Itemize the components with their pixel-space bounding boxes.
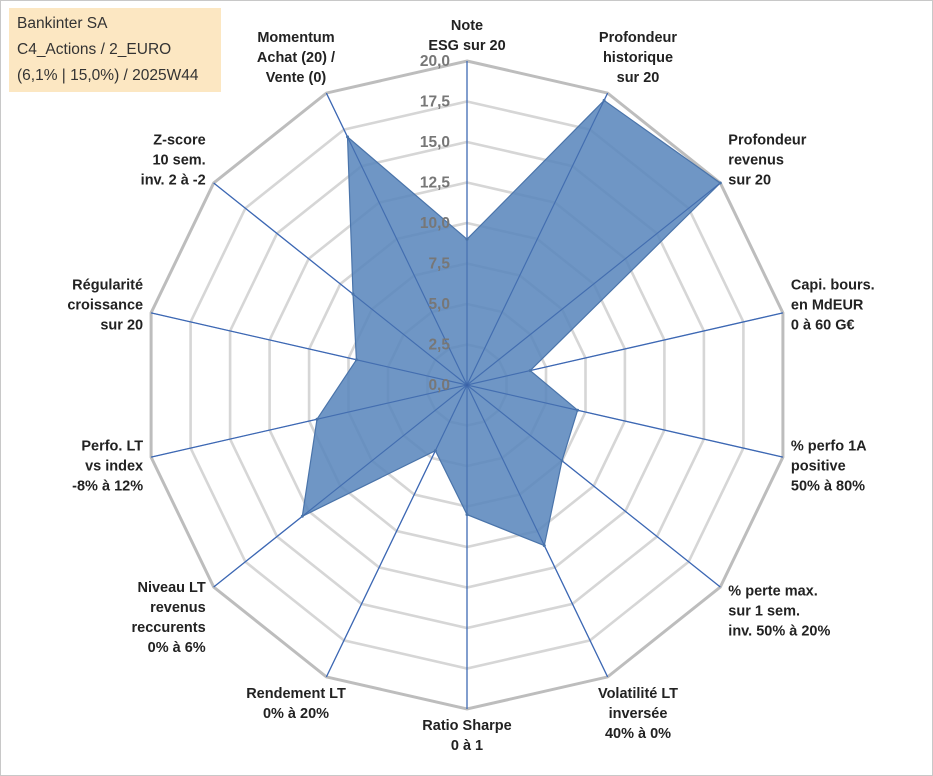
axis-label-line: revenus	[150, 600, 206, 616]
axis-line-overlay	[466, 312, 784, 386]
axis-label: Capi. bours. en MdEUR 0 à 60 G€	[791, 277, 875, 333]
axis-label-line: 0% à 6%	[148, 640, 206, 656]
axis-label: Régularité croissance sur 20	[67, 277, 143, 333]
data-point	[351, 292, 355, 296]
axis-label: Rendement LT 0% à 20%	[246, 686, 346, 722]
axis-line-overlay	[325, 384, 468, 678]
axis-line-overlay	[466, 92, 609, 386]
axis-label-line: revenus	[728, 152, 784, 168]
axis-label-line: positive	[791, 459, 846, 475]
data-point	[602, 98, 606, 102]
axis-label-line: Z-score	[153, 132, 205, 148]
axis-label: Niveau LT revenus reccurents 0% à 6%	[132, 580, 206, 656]
axis-label: Ratio Sharpe 0 à 1	[422, 718, 511, 754]
axis-line-overlay	[150, 384, 468, 458]
tick-label: 17,5	[420, 94, 451, 111]
axis-line-overlay	[466, 384, 721, 588]
axis-label-line: sur 20	[100, 317, 143, 333]
axis-line-overlay	[466, 182, 721, 386]
axis-label-line: Profondeur	[728, 132, 806, 148]
tick-label: 0,0	[428, 377, 450, 394]
axis-label-line: 0 à 60 G€	[791, 317, 855, 333]
data-point	[300, 514, 304, 518]
period-label: (6,1% | 15,0%) / 2025W44	[17, 67, 199, 84]
axis-label-line: % perte max.	[728, 584, 817, 600]
axis-label-line: Niveau LT	[137, 580, 205, 596]
axis-label-line: inv. 50% à 20%	[728, 624, 830, 640]
axis-label-line: 0% à 20%	[263, 706, 329, 722]
axis-label: Note ESG sur 20	[428, 18, 505, 54]
tick-label: 12,5	[420, 175, 451, 192]
axis-line-overlay	[150, 312, 468, 386]
data-point	[528, 369, 532, 373]
axis-label-line: % perfo 1A	[791, 439, 867, 455]
axis-label-line: Momentum	[257, 30, 334, 46]
tick-label: 15,0	[420, 134, 450, 151]
axis-label-line: inversée	[609, 706, 668, 722]
data-point	[346, 135, 349, 139]
axis-label: Volatilité LT inversée 40% à 0%	[598, 686, 678, 742]
axis-label-line: -8% à 12%	[72, 479, 143, 495]
axis-label-line: sur 1 sem.	[728, 604, 800, 620]
axis-label-line: Ratio Sharpe	[422, 718, 511, 734]
axis-label-line: sur 20	[617, 70, 660, 86]
axis-label: % perte max. sur 1 sem. inv. 50% à 20%	[728, 584, 830, 640]
data-point	[542, 544, 546, 548]
axis-label-line: Rendement LT	[246, 686, 346, 702]
axis-label: % perfo 1A positive 50% à 80%	[791, 439, 867, 495]
axis-label-line: Régularité	[72, 277, 143, 293]
axis-line-overlay	[325, 92, 468, 386]
axis-label-line: 40% à 0%	[605, 726, 671, 742]
axis-label-line: inv. 2 à -2	[141, 172, 206, 188]
axis-label: Z-score 10 sem. inv. 2 à -2	[141, 132, 206, 188]
data-point	[718, 181, 722, 185]
tick-label: 10,0	[420, 215, 450, 232]
category-label: C4_Actions / 2_EURO	[17, 41, 172, 58]
axis-label-line: sur 20	[728, 172, 771, 188]
axis-line-overlay	[466, 384, 609, 678]
axis-label-line: 50% à 80%	[791, 479, 865, 495]
axis-label-line: Perfo. LT	[81, 439, 143, 455]
axis-line-overlay	[466, 384, 784, 458]
tick-label: 2,5	[428, 337, 450, 354]
data-point	[576, 408, 580, 412]
axis-label: Profondeur revenus sur 20	[728, 132, 806, 188]
axis-label-line: Profondeur	[599, 30, 677, 46]
axis-label-line: 0 à 1	[451, 738, 483, 754]
tick-label: 7,5	[428, 256, 450, 273]
axis-label-line: Volatilité LT	[598, 686, 678, 702]
axis-label-line: en MdEUR	[791, 297, 864, 313]
axis-label-line: Capi. bours.	[791, 277, 875, 293]
axis-label-line: Achat (20) /	[257, 50, 335, 66]
axis-label: Momentum Achat (20) / Vente (0)	[257, 30, 335, 86]
company-name: Bankinter SA	[17, 15, 108, 32]
axis-label-line: reccurents	[132, 620, 206, 636]
axis-label-line: ESG sur 20	[428, 38, 505, 54]
axis-label-line: Note	[451, 18, 483, 34]
axis-label-line: vs index	[85, 459, 143, 475]
axis-label: Perfo. LT vs index -8% à 12%	[72, 439, 143, 495]
data-point	[354, 358, 358, 362]
data-point	[465, 513, 469, 517]
tick-label: 5,0	[428, 296, 450, 313]
axis-label: Profondeur historique sur 20	[599, 30, 677, 86]
data-point	[465, 237, 469, 241]
axis-label-line: 10 sem.	[152, 152, 205, 168]
axis-label-line: croissance	[67, 297, 143, 313]
axis-label-line: historique	[603, 50, 673, 66]
info-box: Bankinter SA C4_Actions / 2_EURO (6,1% |…	[9, 8, 221, 92]
axis-label-line: Vente (0)	[266, 70, 327, 86]
axis-line-overlay	[213, 384, 468, 588]
axis-line-overlay	[213, 182, 468, 386]
tick-label: 20,0	[420, 53, 450, 70]
data-point	[433, 449, 437, 453]
data-point	[315, 417, 319, 421]
data-point	[560, 459, 564, 463]
